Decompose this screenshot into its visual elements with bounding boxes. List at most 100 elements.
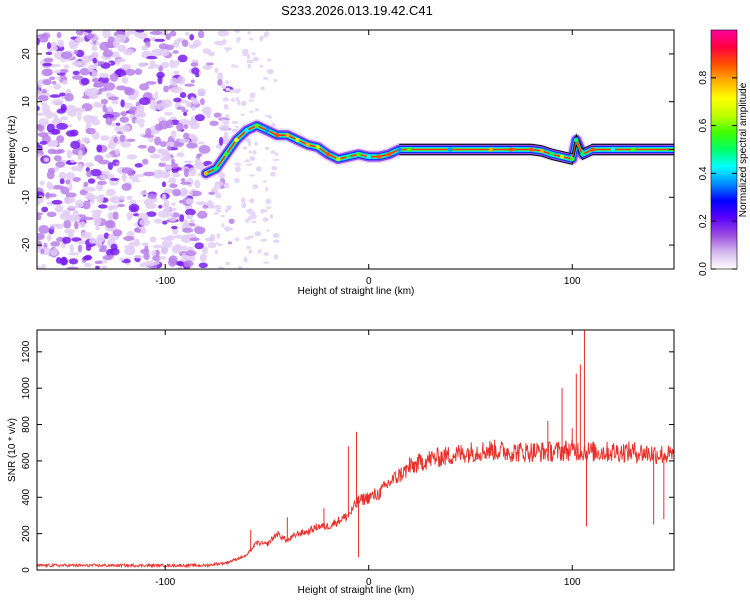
noise-blob: [247, 215, 252, 221]
noise-blob: [93, 216, 102, 225]
noise-blob: [249, 174, 255, 177]
ridge-point: [574, 137, 579, 143]
noise-blob: [101, 265, 107, 269]
noise-blob: [216, 232, 221, 239]
noise-blob: [138, 62, 147, 68]
noise-blob: [53, 69, 62, 74]
noise-blob: [265, 186, 269, 192]
noise-blob: [76, 240, 88, 245]
noise-blob: [142, 158, 149, 165]
noise-blob: [68, 252, 80, 256]
noise-blob: [154, 136, 162, 146]
noise-blob: [134, 68, 143, 75]
noise-blob: [190, 79, 195, 84]
y-tick-label: 400: [21, 488, 32, 505]
noise-blob: [153, 218, 164, 224]
noise-blob: [225, 80, 229, 85]
noise-blob: [50, 241, 61, 247]
noise-blob: [160, 236, 172, 241]
noise-blob: [139, 218, 151, 227]
noise-blob: [223, 103, 229, 110]
noise-blob: [105, 92, 112, 96]
noise-blob: [213, 212, 220, 215]
noise-blob: [175, 243, 181, 250]
noise-blob: [143, 200, 149, 205]
noise-blob: [176, 152, 185, 158]
noise-blob: [169, 30, 177, 37]
noise-blob: [114, 148, 121, 156]
noise-blob: [123, 235, 135, 241]
noise-blob: [84, 262, 92, 268]
noise-blob: [265, 206, 272, 209]
noise-blob: [185, 214, 194, 220]
noise-blob: [83, 181, 89, 187]
noise-blob: [170, 86, 183, 94]
noise-blob: [188, 190, 193, 196]
noise-blob: [70, 197, 76, 203]
noise-blob: [38, 225, 50, 234]
noise-blob: [182, 219, 189, 228]
noise-blob: [114, 34, 127, 43]
noise-blob: [247, 31, 251, 35]
noise-blob: [123, 48, 134, 56]
noise-blob: [254, 231, 262, 237]
noise-blob: [37, 124, 43, 130]
noise-blob: [72, 70, 80, 76]
noise-blob: [181, 178, 186, 182]
noise-blob: [52, 185, 64, 190]
noise-blob: [234, 65, 239, 68]
noise-blob: [51, 98, 64, 106]
noise-blob: [110, 196, 122, 204]
noise-blob: [128, 241, 141, 246]
noise-blob: [177, 266, 184, 269]
noise-blob: [107, 162, 114, 170]
noise-blob: [53, 155, 62, 162]
ridge-point: [213, 166, 219, 171]
noise-blob: [214, 242, 221, 245]
ridge-edge-bottom: [399, 143, 674, 165]
noise-blob: [56, 148, 65, 154]
noise-blob: [152, 255, 161, 262]
noise-blob: [82, 200, 91, 210]
spectrogram-ylabel: Frequency (Hz): [7, 116, 18, 185]
noise-blob: [37, 214, 42, 221]
noise-blob: [71, 237, 82, 242]
noise-blob: [72, 60, 83, 67]
noise-blob: [37, 79, 43, 88]
noise-blob: [226, 47, 233, 51]
noise-blob: [119, 257, 125, 262]
noise-blob: [217, 266, 225, 269]
noise-blob: [221, 223, 225, 228]
noise-blob: [214, 67, 219, 74]
noise-blob: [230, 64, 236, 68]
noise-blob: [260, 86, 265, 91]
y-tick-label: -10: [21, 190, 32, 205]
noise-blob: [81, 150, 86, 156]
colorbar: 0.0 0.2 0.4 0.6 0.8 Normalized spectral ampl…: [698, 29, 749, 276]
colorbar-tick-label: 0.4: [698, 166, 709, 180]
noise-blob: [60, 256, 68, 265]
noise-blob: [145, 127, 152, 137]
noise-blob: [61, 80, 68, 85]
noise-blob: [121, 64, 132, 70]
noise-blob: [68, 258, 79, 265]
noise-blob: [65, 130, 76, 137]
noise-blob: [191, 106, 196, 111]
noise-blob: [170, 158, 176, 165]
noise-blob: [125, 68, 136, 76]
noise-blob: [70, 140, 81, 149]
noise-blob: [80, 77, 90, 86]
noise-blob: [115, 61, 121, 65]
noise-blob: [175, 260, 184, 266]
noise-blob: [161, 244, 169, 254]
snr-frame: [36, 329, 675, 571]
ridge-point: [508, 147, 514, 152]
noise-blob: [41, 88, 48, 94]
ridge-point: [488, 147, 494, 152]
noise-blob: [183, 124, 189, 130]
y-tick-label: 0: [21, 146, 32, 152]
noise-blob: [95, 265, 100, 269]
noise-blob: [64, 93, 74, 102]
noise-blob: [185, 101, 192, 108]
